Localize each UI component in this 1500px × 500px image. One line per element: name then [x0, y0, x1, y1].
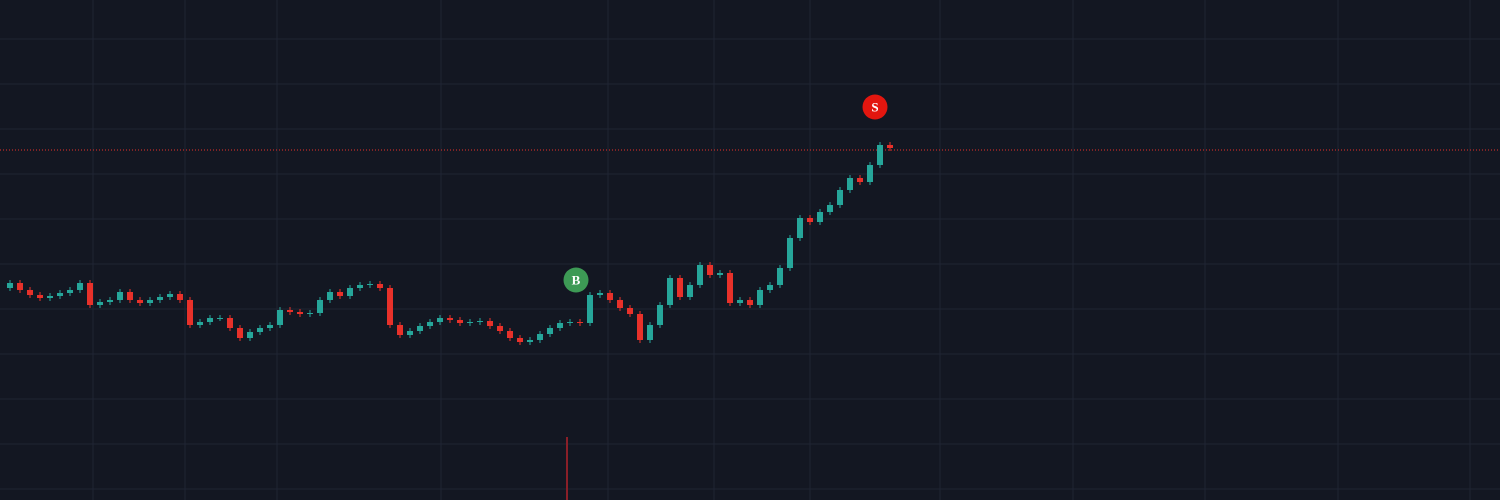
- candle-body: [247, 332, 253, 338]
- candle-body: [37, 295, 43, 298]
- candle-body: [737, 300, 743, 303]
- candle-body: [307, 313, 313, 314]
- candle-body: [777, 268, 783, 285]
- candle-body: [857, 178, 863, 182]
- candle-body: [237, 328, 243, 338]
- candle-body: [887, 145, 893, 148]
- candle-body: [687, 285, 693, 297]
- candle-body: [807, 218, 813, 222]
- signal-label: B: [572, 273, 581, 288]
- candle-body: [647, 325, 653, 340]
- signal-marker: [862, 94, 888, 120]
- candle-body: [677, 278, 683, 297]
- candle-body: [367, 284, 373, 285]
- candle-body: [7, 283, 13, 288]
- candle-body: [517, 338, 523, 342]
- candle-body: [407, 331, 413, 335]
- candle-body: [327, 292, 333, 300]
- candle-body: [657, 305, 663, 325]
- candle-body: [157, 297, 163, 300]
- candle-body: [137, 300, 143, 303]
- signal-marker: [563, 267, 589, 293]
- candle-body: [757, 290, 763, 305]
- candle-body: [707, 265, 713, 275]
- candle-body: [827, 205, 833, 212]
- candle-body: [557, 323, 563, 328]
- candle-body: [607, 293, 613, 300]
- candle-body: [167, 294, 173, 297]
- candle-body: [67, 290, 73, 293]
- candle-body: [77, 283, 83, 290]
- candle-body: [877, 145, 883, 165]
- candle-body: [507, 331, 513, 338]
- candle-body: [587, 295, 593, 323]
- candle-body: [277, 310, 283, 325]
- candle-body: [567, 322, 573, 323]
- candle-body: [217, 318, 223, 319]
- candle-body: [697, 265, 703, 285]
- candle-body: [417, 326, 423, 331]
- candle-body: [427, 322, 433, 326]
- candle-body: [347, 288, 353, 296]
- candle-body: [357, 285, 363, 288]
- candle-body: [267, 325, 273, 328]
- candle-body: [447, 318, 453, 320]
- candle-body: [287, 310, 293, 312]
- candle-body: [177, 294, 183, 300]
- candle-body: [787, 238, 793, 268]
- candle-body: [867, 165, 873, 182]
- candle-body: [817, 212, 823, 222]
- candle-body: [87, 283, 93, 305]
- candle-body: [187, 300, 193, 325]
- candle-body: [387, 288, 393, 325]
- candle-body: [97, 302, 103, 305]
- candle-body: [377, 284, 383, 288]
- candle-body: [497, 326, 503, 331]
- candle-body: [397, 325, 403, 335]
- candle-body: [297, 312, 303, 314]
- candle-body: [207, 318, 213, 322]
- candle-body: [317, 300, 323, 313]
- candle-body: [627, 308, 633, 314]
- signal-label: S: [871, 100, 878, 115]
- candle-body: [537, 334, 543, 340]
- candle-body: [837, 190, 843, 205]
- candle-body: [27, 290, 33, 295]
- candle-body: [57, 293, 63, 296]
- candle-body: [467, 322, 473, 323]
- candle-body: [117, 292, 123, 300]
- candle-body: [457, 320, 463, 323]
- volume-bar: [566, 437, 568, 500]
- candle-body: [477, 321, 483, 322]
- candle-body: [487, 321, 493, 326]
- candle-body: [617, 300, 623, 308]
- candle-body: [747, 300, 753, 305]
- candle-body: [577, 322, 583, 323]
- candle-body: [17, 283, 23, 290]
- candle-body: [147, 300, 153, 303]
- candle-body: [127, 292, 133, 300]
- candle-body: [437, 318, 443, 322]
- candle-body: [667, 278, 673, 305]
- candle-body: [637, 314, 643, 340]
- candle-body: [227, 318, 233, 328]
- candle-body: [717, 273, 723, 275]
- candle-body: [47, 296, 53, 298]
- candle-body: [767, 285, 773, 290]
- candle-body: [107, 300, 113, 302]
- candle-body: [597, 293, 603, 295]
- candle-body: [797, 218, 803, 238]
- candle-body: [547, 328, 553, 334]
- candle-body: [197, 322, 203, 325]
- candle-body: [527, 340, 533, 342]
- candle-body: [847, 178, 853, 190]
- candle-body: [257, 328, 263, 332]
- candle-body: [337, 292, 343, 296]
- candle-body: [727, 273, 733, 303]
